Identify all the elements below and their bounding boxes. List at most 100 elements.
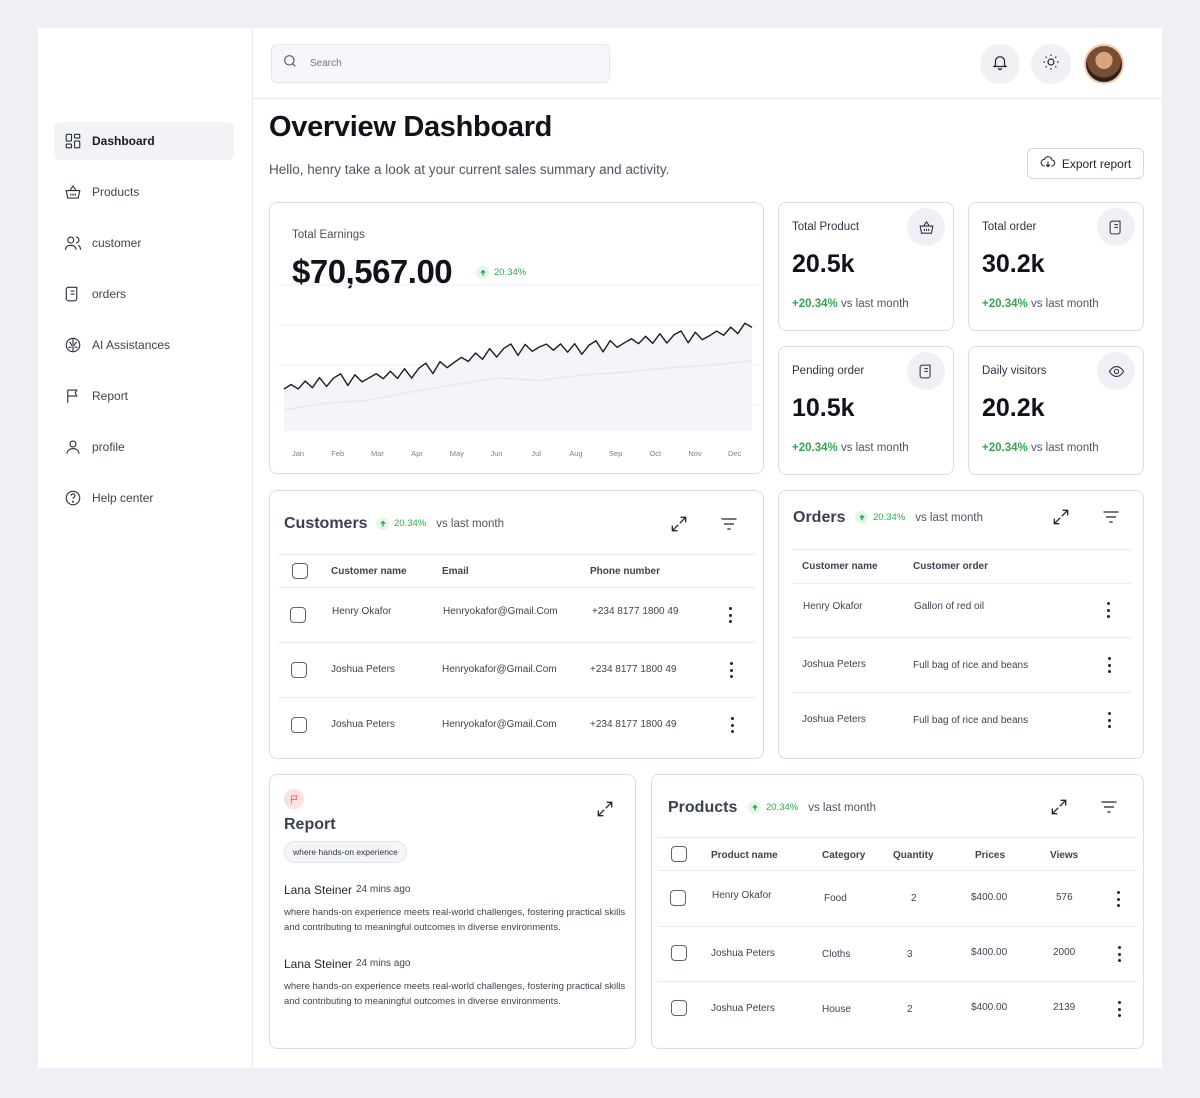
column-header: Email (442, 566, 469, 577)
arrow-up-icon (476, 266, 489, 279)
more-icon[interactable] (1116, 1001, 1122, 1017)
order-item: Gallon of red oil (914, 601, 985, 612)
more-icon[interactable] (1106, 712, 1112, 728)
x-tick-label: Nov (688, 449, 702, 458)
cloud-download-icon (1040, 154, 1062, 173)
expand-icon[interactable] (1049, 797, 1069, 817)
more-icon[interactable] (1105, 602, 1111, 618)
column-header: Customer name (802, 561, 878, 572)
sidebar-item-label: profile (92, 440, 125, 454)
stat-card-daily-visitors: Daily visitors 20.2k +20.34% vs last mon… (968, 346, 1144, 475)
more-icon[interactable] (727, 607, 733, 623)
order-item: Full bag of rice and beans (913, 715, 1029, 726)
stat-label: Total order (982, 221, 1037, 233)
product-category: House (822, 1004, 851, 1015)
stat-change: +20.34% vs last month (792, 442, 909, 454)
users-icon (64, 234, 82, 252)
search-input[interactable] (310, 58, 570, 69)
sidebar-item-label: Report (92, 389, 129, 403)
product-name: Henry Okafor (712, 890, 772, 901)
products-title: Products (668, 799, 738, 816)
customer-name: Joshua Peters (331, 719, 395, 730)
stat-change: +20.34% vs last month (792, 298, 909, 310)
sidebar-item-customer[interactable]: customer (54, 224, 234, 262)
product-quantity: 3 (907, 949, 913, 960)
products-change: 20.34% vs last month (748, 801, 876, 814)
stat-label: Daily visitors (982, 365, 1047, 377)
row-checkbox[interactable] (671, 945, 687, 961)
product-price: $400.00 (971, 947, 1008, 958)
filter-icon[interactable] (1099, 797, 1119, 817)
stat-value: 20.2k (982, 394, 1045, 422)
order-customer-name: Henry Okafor (803, 601, 863, 612)
sidebar-item-dashboard[interactable]: Dashboard (54, 122, 234, 160)
more-icon[interactable] (1115, 891, 1121, 907)
topbar (253, 28, 1162, 99)
customer-email: Henryokafor@Gmail.Com (442, 664, 557, 675)
sun-icon (1042, 53, 1060, 76)
report-title: Report (284, 816, 336, 833)
dashboard-icon (64, 132, 82, 150)
product-price: $400.00 (971, 1002, 1008, 1013)
avatar[interactable] (1084, 44, 1124, 84)
row-checkbox[interactable] (671, 1000, 687, 1016)
message-body: where hands-on experience meets real-wor… (284, 981, 626, 1007)
x-tick-label: Dec (728, 449, 742, 458)
search-box (271, 44, 610, 83)
sidebar-item-label: customer (92, 236, 142, 250)
stat-change: +20.34% vs last month (982, 298, 1099, 310)
basket-icon (64, 183, 82, 201)
earnings-value: $70,567.00 (292, 253, 453, 290)
theme-toggle-button[interactable] (1031, 44, 1071, 84)
more-icon[interactable] (1106, 657, 1112, 673)
product-name: Joshua Peters (711, 1003, 775, 1014)
product-views: 2139 (1053, 1002, 1076, 1013)
sidebar-item-label: Help center (92, 491, 154, 505)
column-header: Views (1050, 850, 1079, 861)
sidebar-item-orders[interactable]: orders (54, 275, 234, 313)
expand-icon[interactable] (669, 514, 689, 534)
earnings-chart: Jan Feb Mar Apr May Jun Jul Aug Sep Oct Nov Dec (278, 284, 758, 458)
sidebar-item-profile[interactable]: profile (54, 428, 234, 466)
app-window: Dashboard Products customer orders AI As… (38, 28, 1162, 1068)
filter-icon[interactable] (1101, 507, 1121, 527)
stat-value: 30.2k (982, 250, 1045, 278)
more-icon[interactable] (1116, 946, 1122, 962)
stat-card-total-order: Total order 30.2k +20.34% vs last month (968, 202, 1144, 331)
customer-phone: +234 8177 1800 49 (590, 719, 677, 730)
sidebar-item-ai-assistances[interactable]: AI Assistances (54, 326, 234, 364)
brain-icon (64, 336, 82, 354)
sidebar-item-report[interactable]: Report (54, 377, 234, 415)
sidebar-item-help-center[interactable]: Help center (54, 479, 234, 517)
select-all-checkbox[interactable] (671, 846, 687, 862)
page-title: Overview Dashboard (269, 111, 553, 143)
expand-icon[interactable] (595, 799, 615, 819)
export-report-button[interactable]: Export report (1027, 148, 1144, 179)
column-header: Phone number (590, 566, 661, 577)
row-checkbox[interactable] (291, 717, 307, 733)
flag-icon (284, 789, 304, 809)
sidebar-item-label: AI Assistances (92, 338, 171, 352)
x-tick-label: Aug (569, 449, 582, 458)
expand-icon[interactable] (1051, 507, 1071, 527)
sidebar: Dashboard Products customer orders AI As… (38, 28, 253, 1068)
report-tag[interactable]: where hands-on experience (284, 841, 407, 863)
products-card: Products 20.34% vs last month Product na… (651, 774, 1144, 1049)
row-checkbox[interactable] (290, 607, 306, 623)
more-icon[interactable] (729, 717, 735, 733)
sidebar-item-products[interactable]: Products (54, 173, 234, 211)
row-checkbox[interactable] (670, 890, 686, 906)
user-icon (64, 438, 82, 456)
more-icon[interactable] (728, 662, 734, 678)
product-views: 576 (1056, 892, 1073, 903)
sidebar-item-label: Dashboard (92, 134, 155, 148)
orders-title: Orders (793, 509, 846, 526)
earnings-change: 20.34% (494, 267, 527, 278)
customer-name: Joshua Peters (331, 664, 395, 675)
notifications-button[interactable] (980, 44, 1020, 84)
orders-change: 20.34% vs last month (855, 511, 983, 524)
product-category: Food (824, 893, 847, 904)
row-checkbox[interactable] (291, 662, 307, 678)
select-all-checkbox[interactable] (292, 563, 308, 579)
filter-icon[interactable] (719, 514, 739, 534)
